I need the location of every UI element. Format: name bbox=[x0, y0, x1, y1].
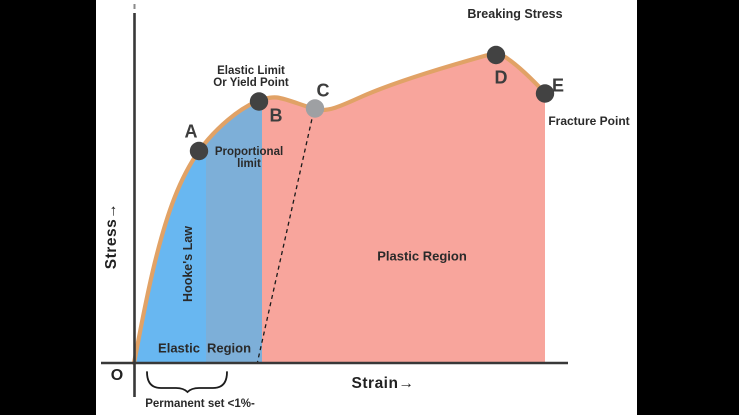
point-c-dot bbox=[305, 99, 325, 118]
permanent-set-brace bbox=[146, 371, 228, 394]
letterbox-right bbox=[637, 0, 739, 415]
point-b-dot bbox=[249, 92, 269, 111]
permanent-set-dashed-line bbox=[256, 111, 315, 363]
elastic-region-light-fill bbox=[134, 143, 206, 363]
point-e-dot bbox=[535, 84, 555, 103]
point-a-dot bbox=[189, 141, 209, 161]
letterbox-left bbox=[0, 0, 96, 415]
elastic-region-dark-fill bbox=[206, 99, 262, 363]
point-d-dot bbox=[486, 45, 506, 65]
plastic-region-fill bbox=[262, 54, 545, 363]
